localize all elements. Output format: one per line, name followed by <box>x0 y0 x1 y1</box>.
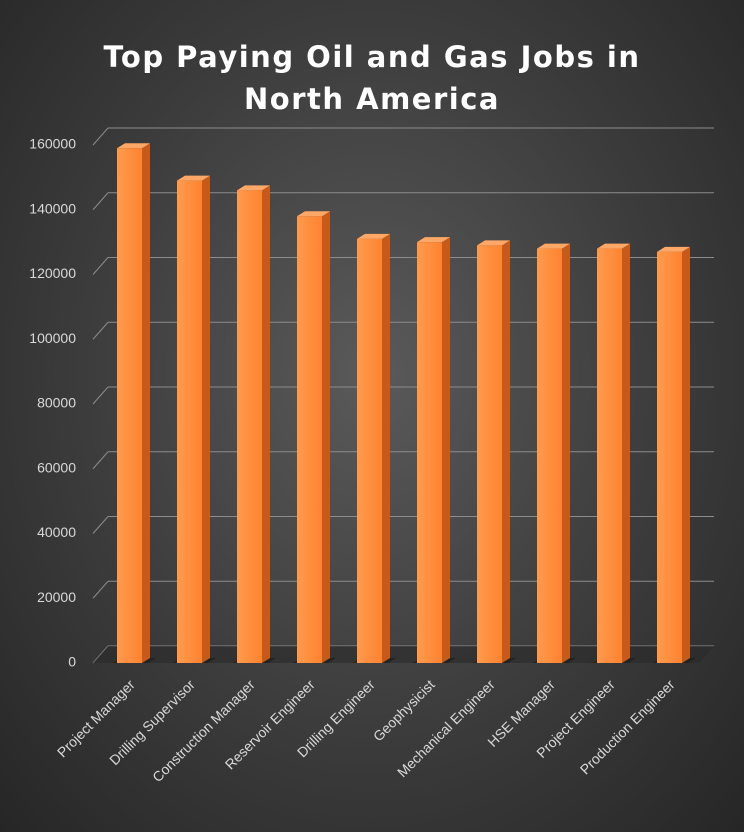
bar <box>477 245 502 664</box>
y-tick-label: 120000 <box>29 265 76 281</box>
bar-side <box>622 243 630 663</box>
y-tick-label: 140000 <box>29 200 76 216</box>
x-tick-label: Construction Manager <box>149 676 258 785</box>
bar <box>417 242 442 663</box>
bar <box>177 180 202 664</box>
bar-top <box>597 243 630 249</box>
y-tick-label: 40000 <box>37 524 76 540</box>
bar-top <box>177 175 210 181</box>
bar-top <box>537 243 570 249</box>
bar <box>117 148 142 664</box>
bar <box>537 248 562 663</box>
grid-line-depth <box>92 321 109 340</box>
bar-top <box>357 233 390 239</box>
y-tick-label: 100000 <box>29 330 76 346</box>
grid-line-depth <box>92 451 109 470</box>
bar <box>237 190 262 663</box>
y-tick-label: 0 <box>68 654 76 670</box>
bar <box>357 238 382 663</box>
y-tick-label: 60000 <box>37 459 76 475</box>
bar-top <box>417 237 450 243</box>
chart-title: Top Paying Oil and Gas Jobs in North Ame… <box>103 40 641 116</box>
y-tick-label: 20000 <box>37 589 76 605</box>
grid-line-depth <box>92 516 109 534</box>
bar <box>657 251 682 663</box>
bar <box>597 248 622 663</box>
bar-side <box>382 233 390 663</box>
x-tick-label: Mechanical Engineer <box>394 676 498 780</box>
bar-side <box>502 240 510 664</box>
grid-line-depth <box>92 127 109 146</box>
bar-side <box>262 185 270 663</box>
bar <box>297 216 322 663</box>
bar-side <box>322 211 330 663</box>
bar-top <box>477 240 510 246</box>
bar-top <box>117 143 150 149</box>
bar-side <box>562 243 570 663</box>
grid-line-depth <box>92 192 109 211</box>
grid-line-depth <box>92 386 109 405</box>
bar-side <box>682 246 690 663</box>
bar-top <box>237 185 270 191</box>
grid-line-depth <box>92 257 109 275</box>
y-tick-label: 80000 <box>37 395 76 411</box>
bar-side <box>142 143 150 664</box>
grid-line-depth <box>92 580 109 599</box>
bar-top <box>297 211 330 217</box>
bar-side <box>202 175 210 664</box>
bar-top <box>657 246 690 252</box>
bar-side <box>442 237 450 663</box>
y-tick-label: 160000 <box>29 136 76 152</box>
